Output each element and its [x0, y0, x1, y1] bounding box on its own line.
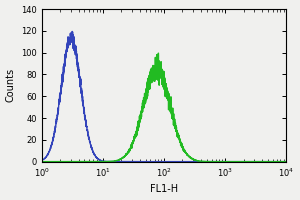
Y-axis label: Counts: Counts	[6, 68, 16, 102]
X-axis label: FL1-H: FL1-H	[150, 184, 178, 194]
